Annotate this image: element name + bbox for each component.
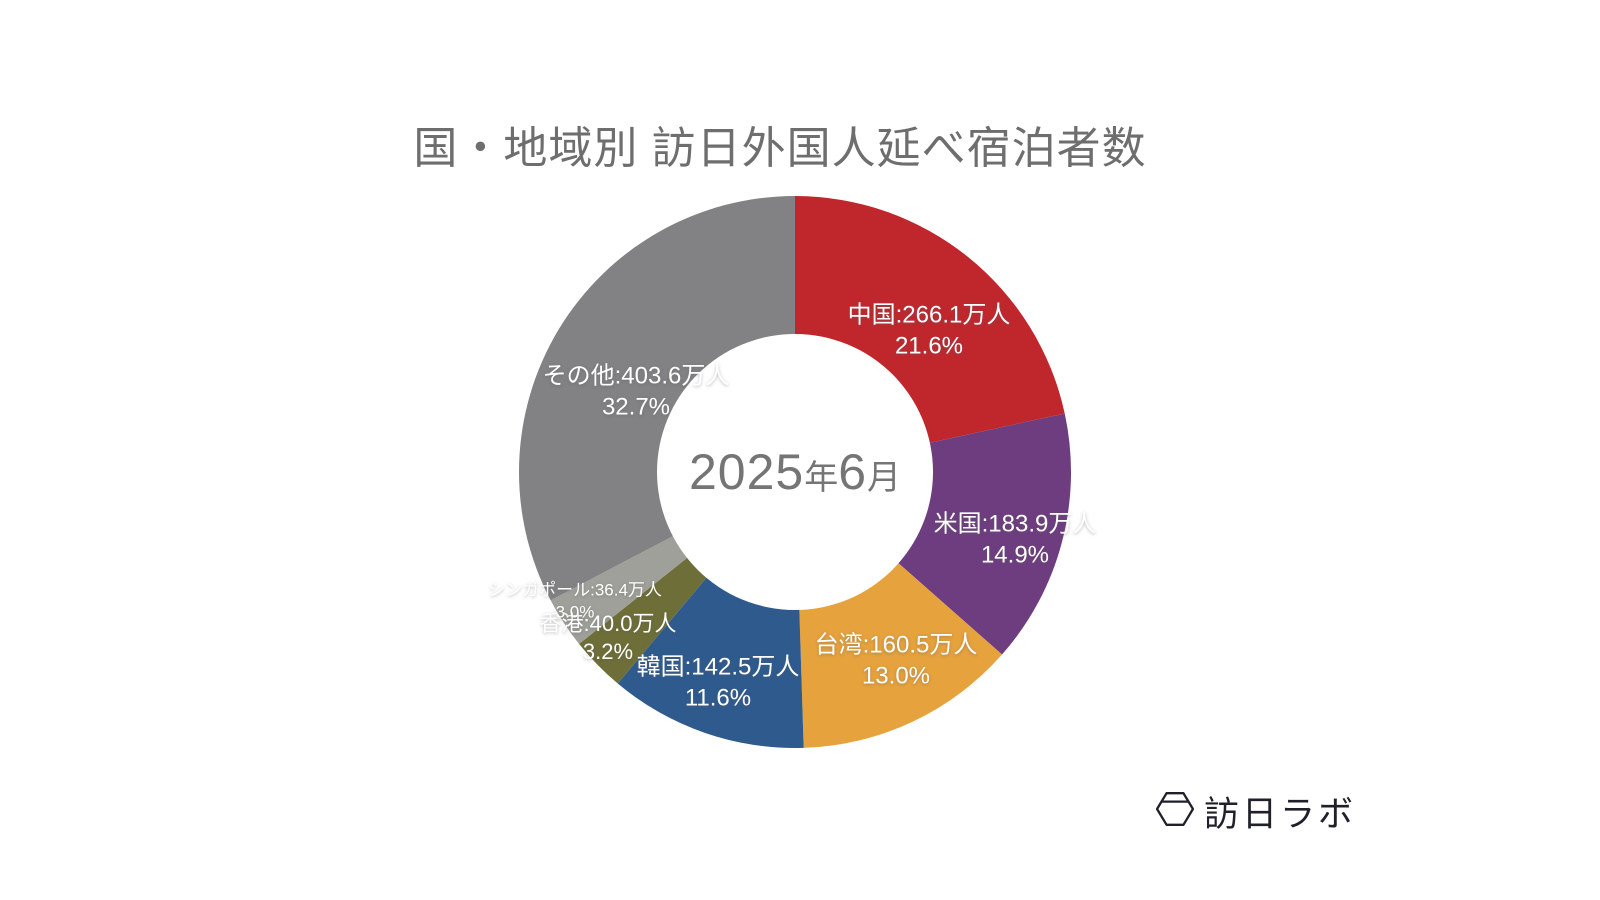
- center-month-unit: 月: [867, 459, 902, 497]
- center-year-unit: 年: [804, 459, 839, 497]
- center-month: 6: [838, 444, 868, 500]
- hexagon-logo-icon: [1155, 791, 1195, 832]
- brand-logo-text: 訪日ラボ: [1204, 795, 1357, 834]
- center-year: 2025: [688, 444, 805, 500]
- center-date-label: 2025年6月: [689, 443, 901, 501]
- donut-hole: [657, 334, 933, 610]
- brand-logo: 訪日ラボ: [1155, 786, 1357, 837]
- chart-title: 国・地域別 訪日外国人延べ宿泊者数: [413, 124, 1147, 173]
